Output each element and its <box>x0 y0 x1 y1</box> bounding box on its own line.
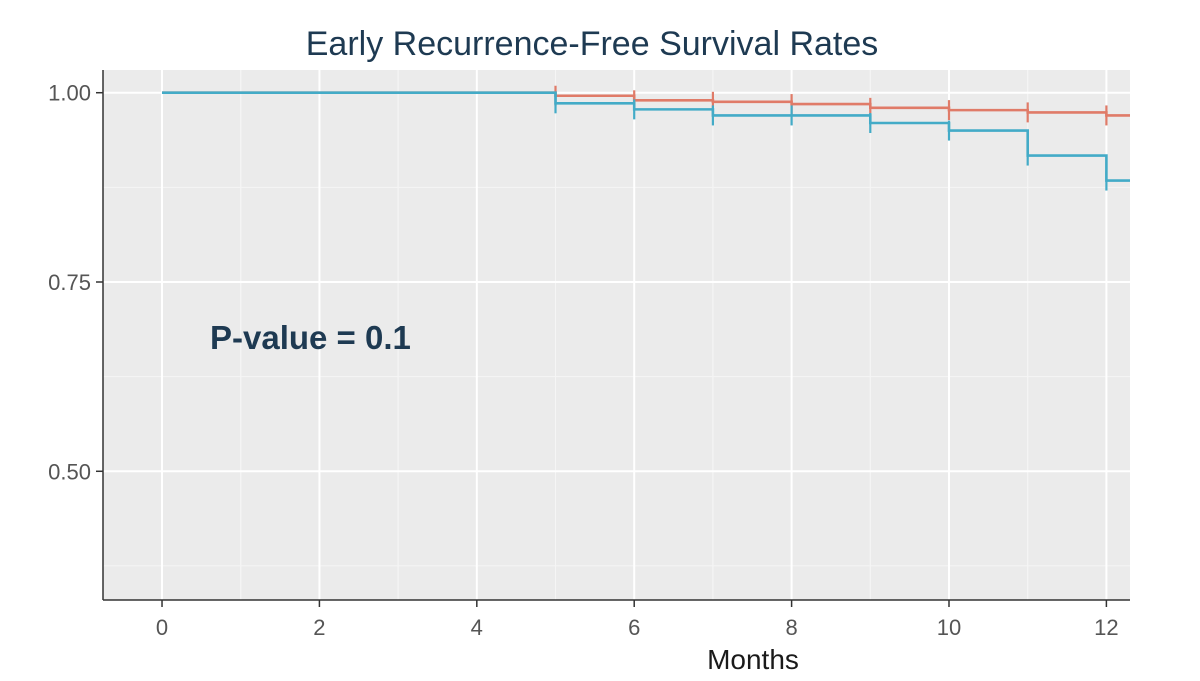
survival-curve-1 <box>162 91 1130 117</box>
chart-title: Early Recurrence-Free Survival Rates <box>306 25 879 63</box>
x-tick-label: 6 <box>628 615 640 640</box>
y-tick-label: 0.50 <box>48 459 91 484</box>
x-tick-label: 2 <box>313 615 325 640</box>
plot-panel <box>103 70 1130 600</box>
grid-lines <box>103 70 1130 600</box>
x-tick-label: 8 <box>785 615 797 640</box>
axes: 0 2 4 6 8 10 12 0.50 0.75 1.00 <box>48 70 1130 640</box>
p-value-annotation: P-value = 0.1 <box>210 319 411 356</box>
y-tick-label: 0.75 <box>48 270 91 295</box>
y-tick-label: 1.00 <box>48 81 91 106</box>
x-axis-title: Months <box>707 644 799 675</box>
x-tick-label: 12 <box>1094 615 1118 640</box>
x-tick-label: 10 <box>937 615 961 640</box>
survival-curves <box>162 85 1130 191</box>
x-tick-label: 4 <box>471 615 483 640</box>
x-tick-label: 0 <box>156 615 168 640</box>
